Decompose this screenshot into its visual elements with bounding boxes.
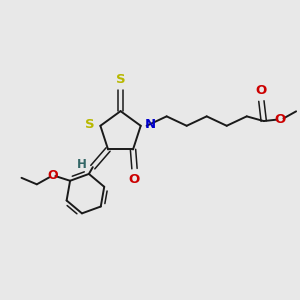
Text: O: O [274, 113, 286, 126]
Text: N: N [144, 118, 155, 131]
Text: O: O [48, 169, 58, 182]
Text: S: S [116, 74, 125, 86]
Text: O: O [129, 173, 140, 186]
Text: S: S [85, 118, 95, 131]
Text: O: O [256, 84, 267, 97]
Text: H: H [77, 158, 87, 171]
